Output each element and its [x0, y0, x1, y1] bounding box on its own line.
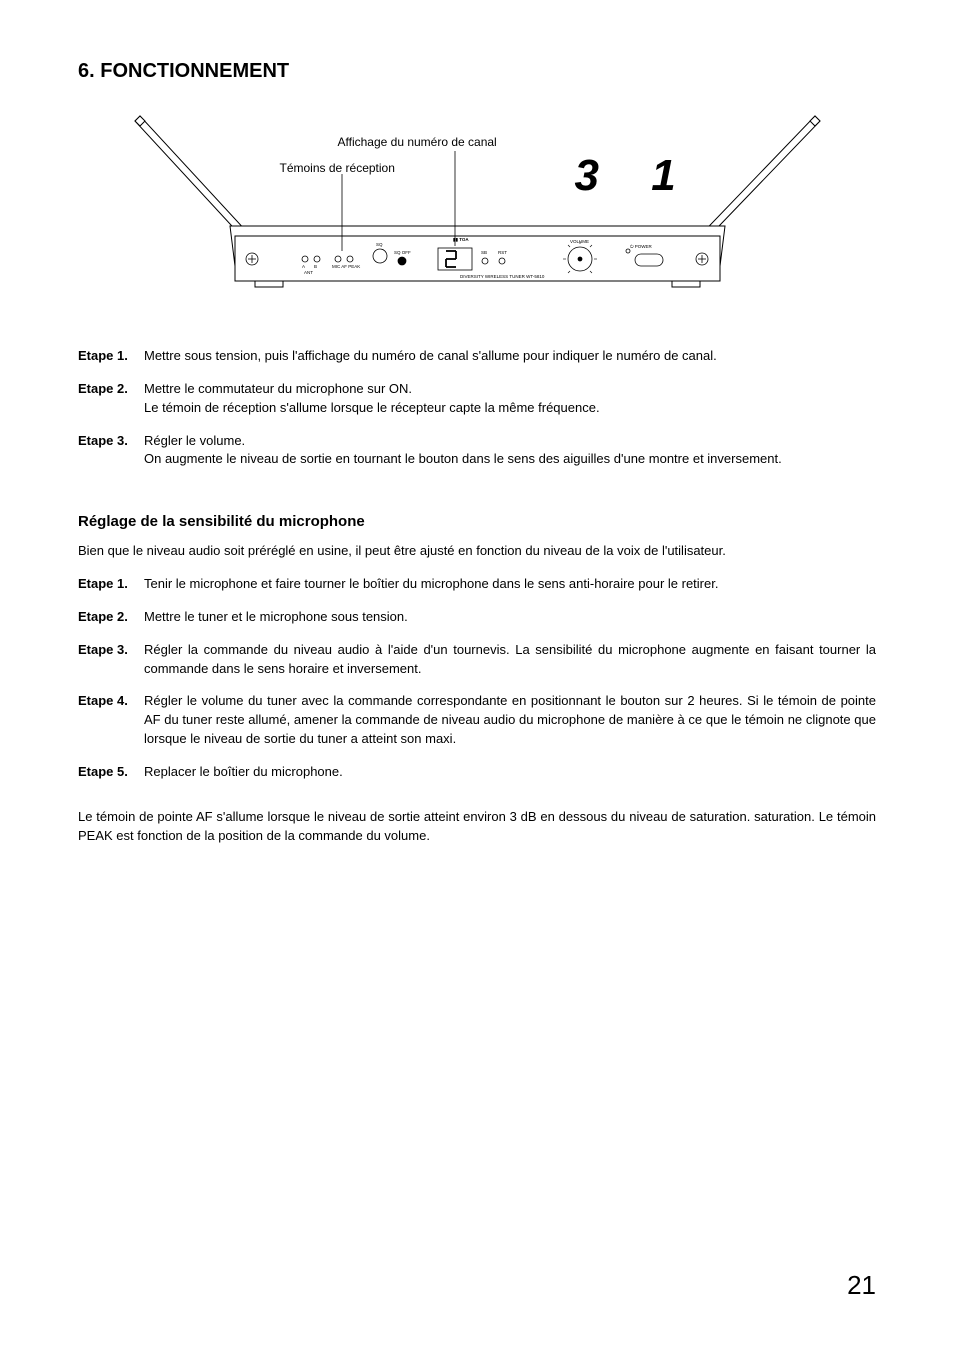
callout-reception-label: Témoins de réception — [280, 161, 395, 175]
step-text: Mettre le tuner et le microphone sous te… — [144, 608, 876, 627]
step-text: Régler le volume du tuner avec la comman… — [144, 692, 876, 749]
step-text: Mettre le commutateur du microphone sur … — [144, 380, 876, 418]
svg-text:SB: SB — [481, 250, 487, 255]
svg-text:RST: RST — [498, 250, 507, 255]
svg-text:⏻ POWER: ⏻ POWER — [630, 244, 653, 249]
sensitivity-steps: Etape 1. Tenir le microphone et faire to… — [78, 575, 876, 782]
step-label: Etape 2. — [78, 380, 144, 399]
step-text: Mettre sous tension, puis l'affichage du… — [144, 347, 876, 366]
sub-heading: Réglage de la sensibilité du microphone — [78, 513, 876, 530]
svg-text:SQ: SQ — [376, 242, 383, 247]
callout-channel-label: Affichage du numéro de canal — [338, 135, 497, 149]
page-number: 21 — [847, 1270, 876, 1301]
device-diagram: ▮▮ TOA VOLUME ⏻ POWER SQ SQ OFF A B ANT … — [80, 111, 875, 311]
step-label: Etape 2. — [78, 608, 144, 627]
step-label: Etape 5. — [78, 763, 144, 782]
step-label: Etape 3. — [78, 641, 144, 660]
step-label: Etape 4. — [78, 692, 144, 711]
step-label: Etape 3. — [78, 432, 144, 451]
svg-text:A: A — [302, 264, 305, 269]
main-steps: Etape 1. Mettre sous tension, puis l'aff… — [78, 347, 876, 469]
svg-text:B: B — [314, 264, 317, 269]
step-label: Etape 1. — [78, 347, 144, 366]
svg-text:MIC AF PEAK: MIC AF PEAK — [332, 264, 360, 269]
step-text: Tenir le microphone et faire tourner le … — [144, 575, 876, 594]
step-text: Régler le volume. On augmente le niveau … — [144, 432, 876, 470]
svg-text:VOLUME: VOLUME — [570, 239, 589, 244]
step-label: Etape 1. — [78, 575, 144, 594]
section-title: 6. FONCTIONNEMENT — [78, 60, 876, 83]
intro-paragraph: Bien que le niveau audio soit préréglé e… — [78, 542, 876, 561]
svg-text:DIVERSITY WIRELESS TUNER WT-58: DIVERSITY WIRELESS TUNER WT-5810 — [460, 274, 545, 279]
svg-text:▮▮ TOA: ▮▮ TOA — [453, 237, 469, 242]
step-text: Replacer le boîtier du microphone. — [144, 763, 876, 782]
step-text: Régler la commande du niveau audio à l'a… — [144, 641, 876, 679]
svg-text:SQ OFF: SQ OFF — [394, 250, 411, 255]
footer-paragraph: Le témoin de pointe AF s'allume lorsque … — [78, 808, 876, 846]
big-channel-digits: 3 1 — [575, 151, 696, 201]
svg-text:ANT: ANT — [304, 270, 313, 275]
